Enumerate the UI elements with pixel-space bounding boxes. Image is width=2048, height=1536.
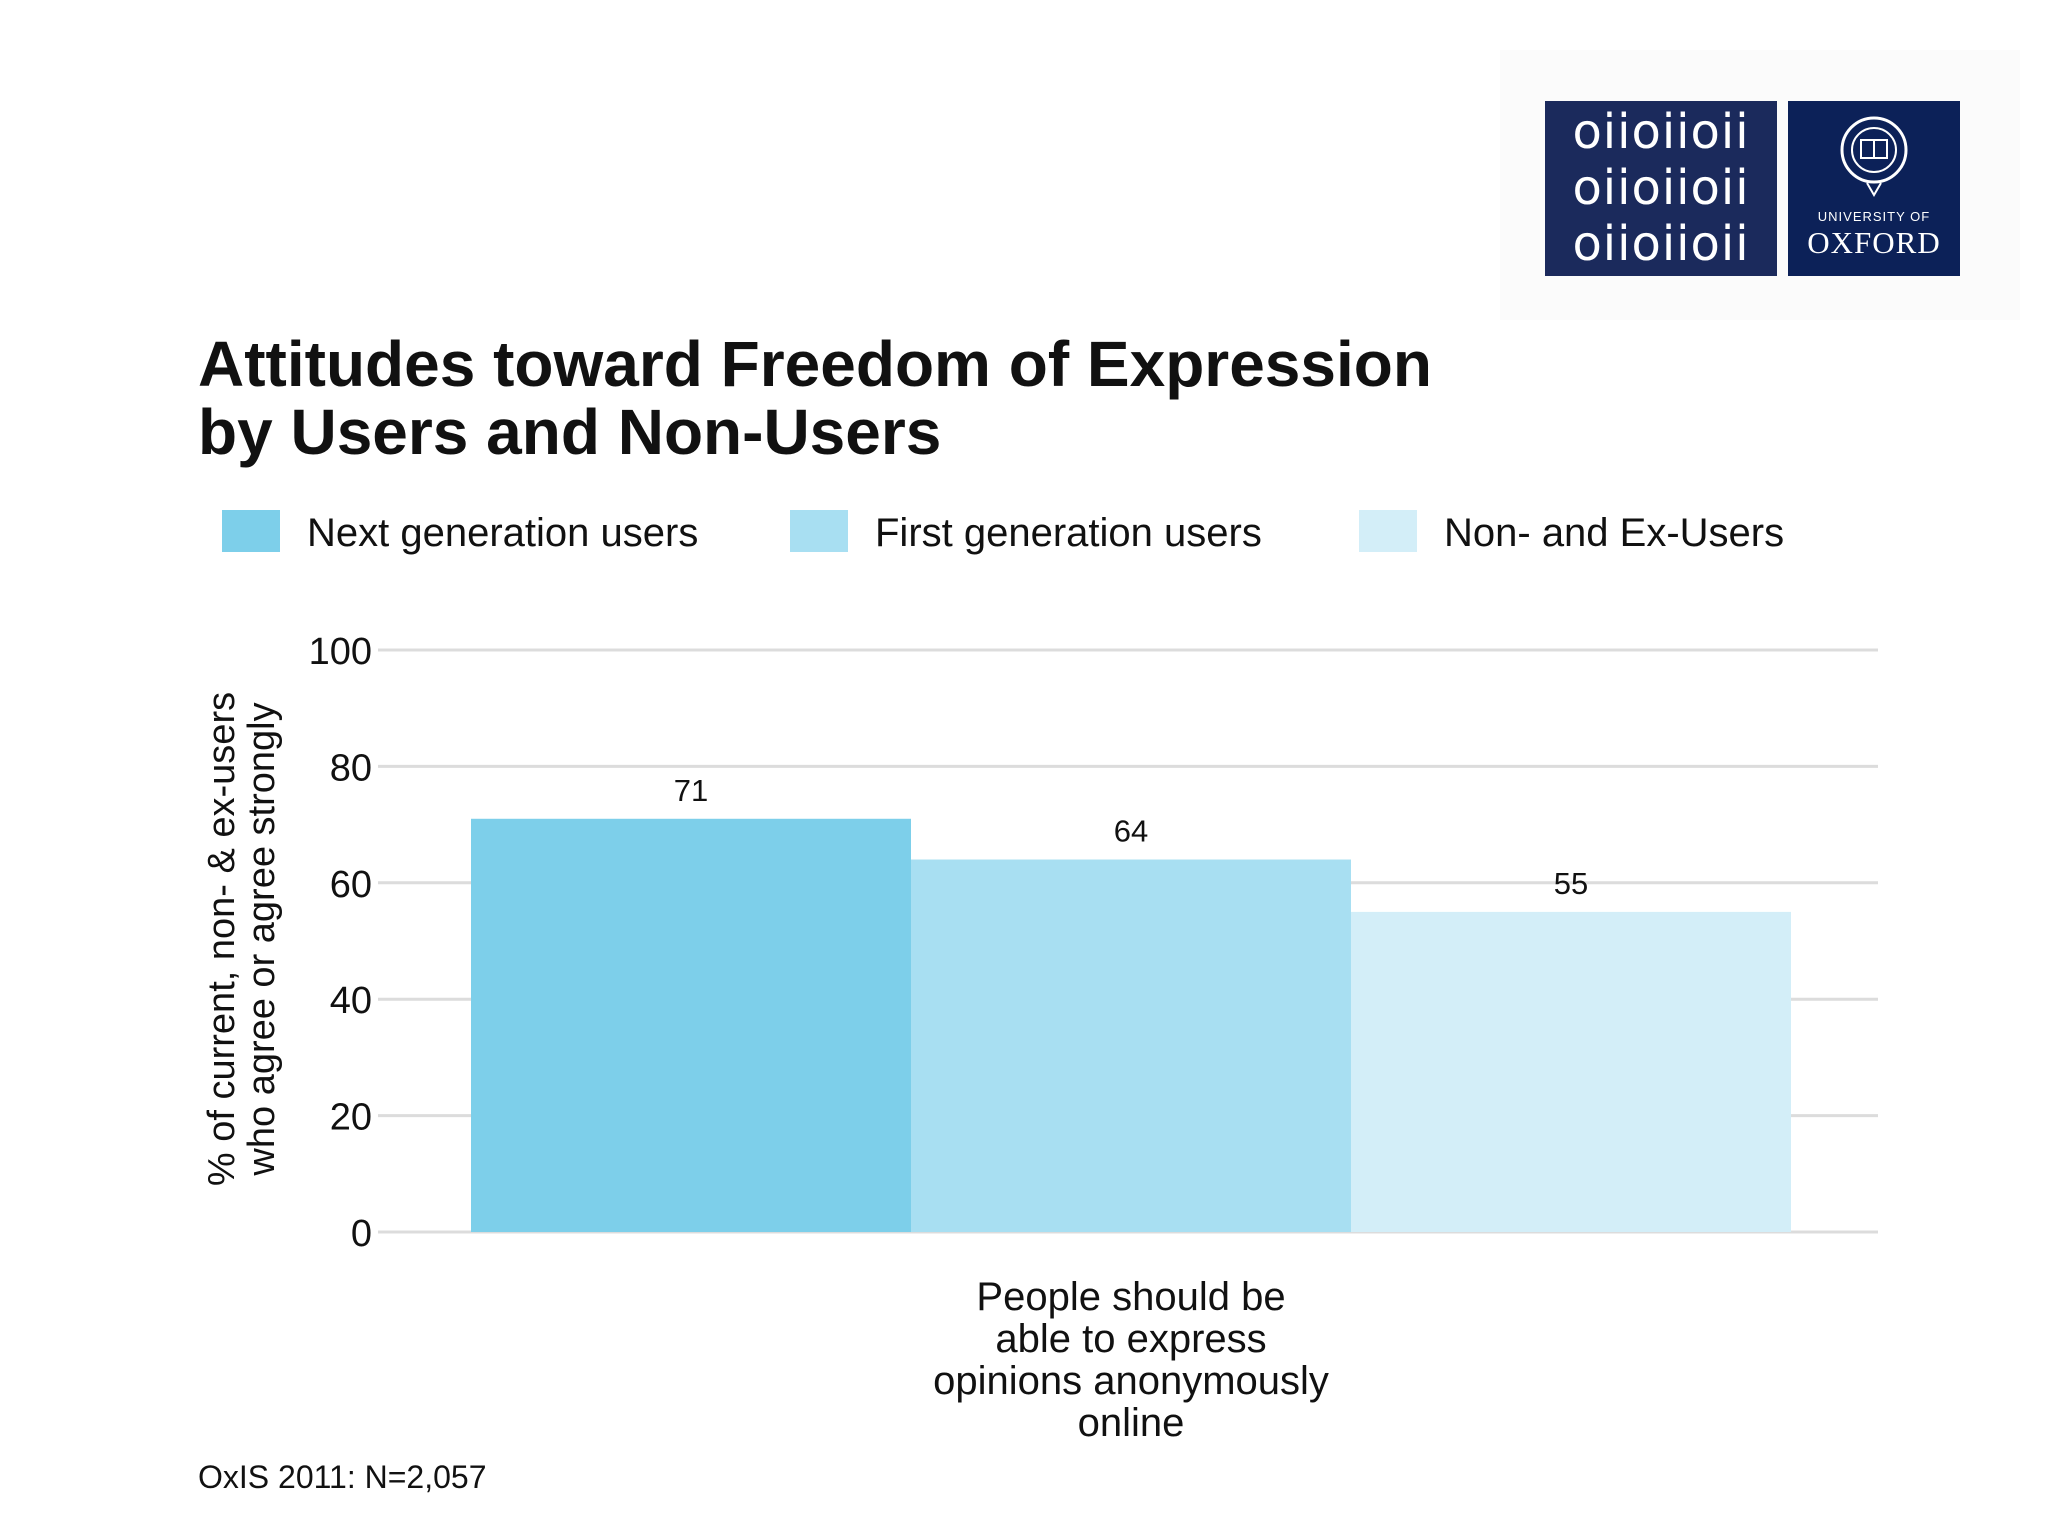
y-tick-label: 20 — [330, 1097, 372, 1139]
y-tick-label: 80 — [330, 747, 372, 789]
binary-line: oiioiioii — [1572, 160, 1750, 216]
y-tick-label: 60 — [330, 864, 372, 906]
oxis-binary-logo: oiioiioii oiioiioii oiioiioii — [1545, 101, 1777, 276]
y-tick-label: 0 — [351, 1213, 372, 1255]
x-category-label: People should be able to express opinions … — [933, 1275, 1329, 1445]
chart-legend: Next generation users First generation u… — [222, 505, 1822, 565]
y-axis-label-line: who agree or agree strongly — [241, 702, 283, 1176]
oxford-logo: UNIVERSITY OF OXFORD — [1788, 101, 1960, 276]
bar-data-label: 71 — [674, 773, 708, 808]
legend-swatch — [222, 510, 280, 552]
binary-line: oiioiioii — [1572, 104, 1750, 160]
source-note: OxIS 2011: N=2,057 — [198, 1459, 487, 1495]
bar — [911, 859, 1351, 1232]
y-tick-label: 40 — [330, 980, 372, 1022]
bar-data-label: 55 — [1554, 866, 1588, 901]
x-category-label-line: opinions anonymously — [933, 1359, 1329, 1403]
binary-line: oiioiioii — [1572, 216, 1750, 272]
legend-label: First generation users — [875, 511, 1262, 555]
chart-title: Attitudes toward Freedom of Expression b… — [198, 330, 1432, 466]
bar — [1351, 911, 1791, 1232]
legend-label: Next generation users — [307, 511, 699, 555]
x-category-label-line: able to express — [995, 1317, 1266, 1361]
logo-oxford-text: OXFORD — [1807, 225, 1941, 260]
logo-university-of: UNIVERSITY OF — [1817, 209, 1931, 224]
chart-title-line: by Users and Non-Users — [198, 396, 942, 468]
y-axis-label-line: % of current, non- & ex-users — [201, 692, 243, 1186]
legend-swatch — [1359, 510, 1417, 552]
x-category-label-line: online — [1078, 1401, 1185, 1445]
y-axis-label: % of current, non- & ex-userswho agree o… — [201, 692, 283, 1186]
x-category-label-line: People should be — [976, 1275, 1285, 1319]
bar-data-label: 64 — [1114, 814, 1148, 849]
oxford-crest-icon — [1840, 116, 1908, 197]
chart-title-line: Attitudes toward Freedom of Expression — [198, 328, 1432, 400]
y-tick-label: 100 — [309, 631, 372, 673]
legend-swatch — [790, 510, 848, 552]
legend-label: Non- and Ex-Users — [1444, 511, 1785, 555]
bar — [471, 818, 911, 1232]
